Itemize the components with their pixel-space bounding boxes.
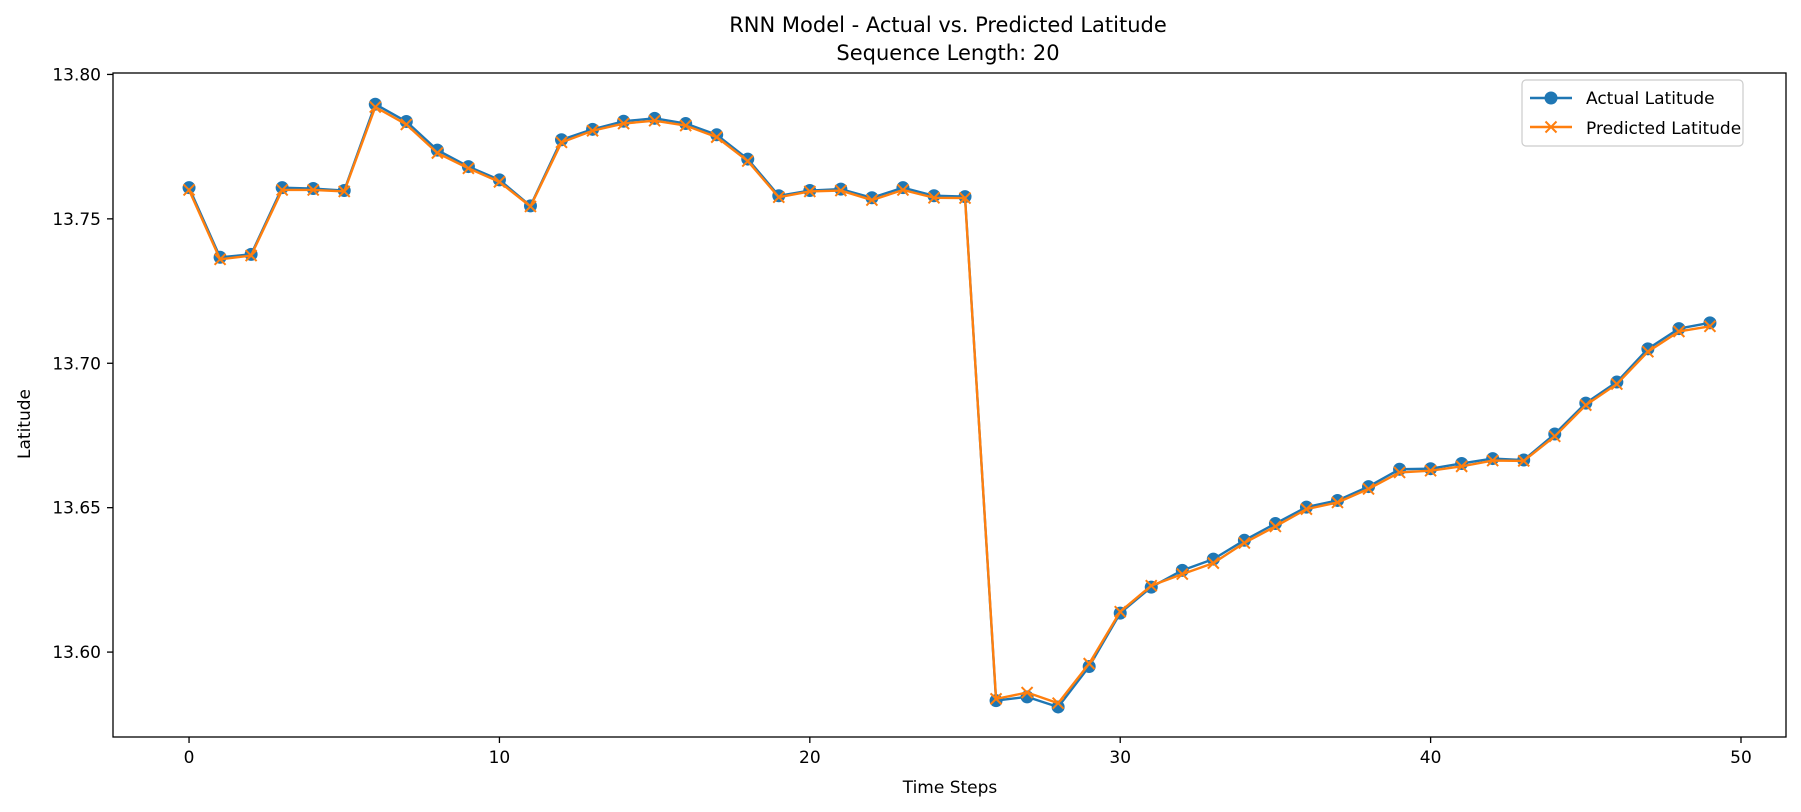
y-tick-label: 13.65 <box>52 499 101 519</box>
plot-frame <box>112 72 1787 738</box>
data-point-predicted <box>1020 686 1034 699</box>
x-tick-label: 40 <box>1420 748 1442 768</box>
data-point-predicted <box>244 249 258 262</box>
x-tick-label: 50 <box>1730 748 1752 768</box>
data-point-predicted <box>1424 464 1437 477</box>
data-point-predicted <box>275 183 289 197</box>
data-point-predicted <box>338 185 351 198</box>
data-point-actual <box>648 111 662 125</box>
data-point-predicted <box>865 193 879 207</box>
y-tick-label: 13.75 <box>52 210 101 230</box>
legend-marker-actual <box>1544 91 1558 105</box>
data-point-actual <box>1641 342 1655 356</box>
data-point-predicted <box>1331 496 1344 509</box>
data-point-predicted <box>1703 320 1717 333</box>
data-point-predicted <box>1114 605 1127 618</box>
data-point-predicted <box>1517 454 1530 468</box>
data-point-predicted <box>555 136 568 149</box>
data-point-predicted <box>927 191 941 204</box>
x-tick-label: 30 <box>1109 748 1131 768</box>
data-point-predicted <box>1455 460 1468 473</box>
data-point-actual <box>958 190 972 204</box>
data-point-predicted <box>524 200 537 213</box>
data-point-predicted <box>431 146 444 160</box>
data-point-actual <box>741 152 755 166</box>
data-point-predicted <box>803 185 817 198</box>
data-point-predicted <box>1548 430 1561 443</box>
data-point-predicted <box>1579 398 1593 412</box>
y-tick-label: 13.70 <box>52 354 101 374</box>
data-point-predicted <box>1486 454 1499 467</box>
chart-subtitle: Sequence Length: 20 <box>836 41 1059 65</box>
y-tick-label: 13.60 <box>52 643 101 663</box>
data-point-actual <box>1424 462 1438 476</box>
data-point-predicted <box>400 118 413 131</box>
data-point-predicted <box>958 191 972 205</box>
data-point-actual <box>182 181 196 195</box>
data-point-actual <box>834 182 848 196</box>
data-point-predicted <box>1145 579 1158 592</box>
series-line-predicted <box>187 105 1711 705</box>
data-point-predicted <box>213 253 227 266</box>
data-point-actual <box>555 133 569 147</box>
data-point-predicted <box>1269 520 1282 533</box>
data-point-predicted <box>679 119 692 132</box>
data-point-predicted <box>1362 482 1375 496</box>
x-tick-label: 20 <box>799 748 821 768</box>
data-point-predicted <box>462 162 475 175</box>
data-point-predicted <box>1051 697 1065 710</box>
data-point-predicted <box>1300 502 1313 516</box>
data-point-predicted <box>1393 466 1406 479</box>
data-point-predicted <box>617 117 630 130</box>
data-point-predicted <box>710 130 723 144</box>
data-point-predicted <box>1176 567 1189 581</box>
data-point-actual <box>368 97 382 111</box>
data-point-actual <box>865 191 879 205</box>
data-point-predicted <box>369 100 382 114</box>
data-point-predicted <box>741 154 754 168</box>
legend: Actual Latitude Predicted Latitude <box>1521 79 1744 147</box>
data-point-predicted <box>648 114 661 127</box>
legend-label-actual: Actual Latitude <box>1586 89 1715 109</box>
data-point-predicted <box>1238 536 1251 550</box>
data-point-predicted <box>182 183 196 197</box>
data-point-actual <box>1579 396 1593 410</box>
data-point-actual <box>306 182 320 196</box>
y-tick-label: 13.80 <box>52 65 101 85</box>
legend-label-predicted: Predicted Latitude <box>1586 119 1741 139</box>
data-point-actual <box>1548 427 1562 441</box>
data-point-predicted <box>493 175 506 189</box>
series-predicted <box>182 100 1717 710</box>
data-point-predicted <box>1672 325 1686 338</box>
x-axis-label: Time Steps <box>902 778 998 798</box>
chart-title: RNN Model - Actual vs. Predicted Latitud… <box>729 13 1167 37</box>
data-point-predicted <box>1610 377 1624 391</box>
data-point-actual <box>1486 452 1500 466</box>
data-point-predicted <box>989 692 1003 706</box>
data-point-actual <box>399 115 413 129</box>
data-point-predicted <box>896 183 910 197</box>
data-point-predicted <box>1082 657 1096 670</box>
data-point-predicted <box>1207 556 1220 570</box>
axes-layer: 0 10 20 30 40 50 13.60 13.65 13.70 13.75 13.80 <box>52 65 1787 768</box>
series-layer <box>182 97 1717 714</box>
legend-marker-predicted <box>1544 120 1558 134</box>
data-point-predicted <box>586 124 599 137</box>
y-axis-label: Latitude <box>15 389 35 459</box>
data-point-actual <box>1051 700 1065 714</box>
data-point-predicted <box>1641 345 1655 358</box>
data-point-predicted <box>834 184 848 197</box>
x-tick-label: 10 <box>489 748 511 768</box>
data-point-actual <box>1268 517 1282 531</box>
data-point-actual <box>710 128 724 142</box>
x-tick-label: 0 <box>184 748 195 768</box>
data-point-predicted <box>306 183 320 197</box>
data-point-actual <box>1082 660 1096 674</box>
legend-box <box>1521 79 1744 147</box>
data-point-actual <box>1237 533 1251 547</box>
data-point-predicted <box>772 190 785 204</box>
